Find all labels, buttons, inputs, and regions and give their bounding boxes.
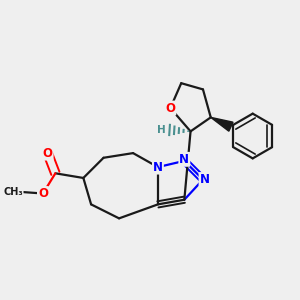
Text: N: N <box>153 160 163 174</box>
Text: H: H <box>157 125 166 135</box>
Text: N: N <box>200 173 209 186</box>
Polygon shape <box>211 117 233 131</box>
Text: O: O <box>165 102 175 115</box>
Text: N: N <box>179 153 189 166</box>
Text: O: O <box>43 147 52 160</box>
Text: O: O <box>38 187 48 200</box>
Text: CH₃: CH₃ <box>3 187 23 197</box>
